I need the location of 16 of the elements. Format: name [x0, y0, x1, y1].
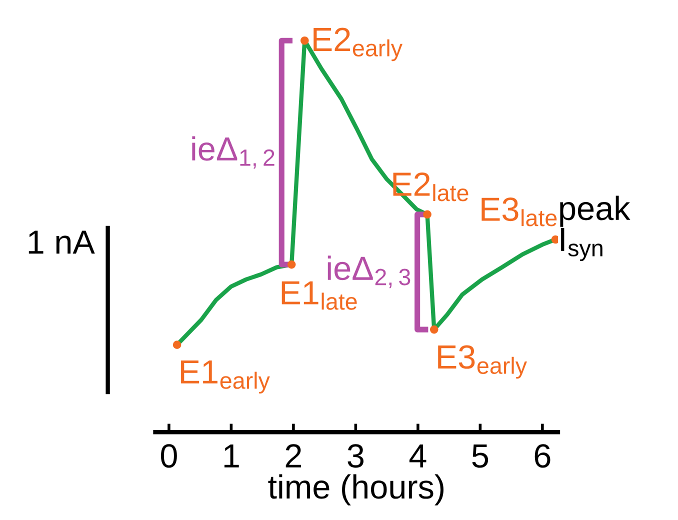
- x-tick-label: 6: [534, 444, 550, 468]
- annotation: E1$_{early}$: [181, 360, 270, 394]
- x-tick-label: 0: [160, 444, 177, 468]
- x-tick-label: 5: [472, 444, 488, 468]
- x-tick-label: 2: [286, 444, 302, 468]
- annotation: E3$_{late}$: [482, 198, 557, 226]
- annotation: ieΔ$_{1,2}$: [192, 136, 274, 169]
- x-tick-label: 3: [348, 444, 364, 468]
- annotation: E2$_{early}$: [314, 28, 402, 62]
- annotation: E3$_{early}$: [438, 345, 527, 379]
- x-tick-label: 1: [224, 444, 239, 468]
- y-axis-title: peak I$_{syn}$: [560, 196, 630, 262]
- annotation: E2$_{late}$: [393, 172, 468, 202]
- text: 1 nA: [28, 230, 95, 254]
- x-tick-label: 4: [409, 444, 426, 468]
- x-axis-title: time (hours): [268, 474, 444, 506]
